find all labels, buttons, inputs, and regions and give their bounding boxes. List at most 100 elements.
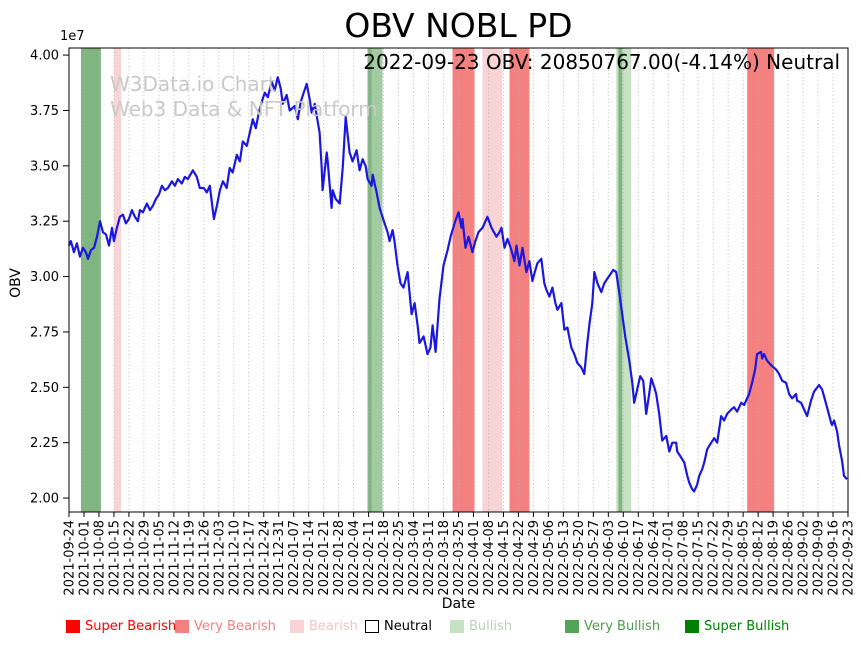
y-tick-label: 2.75 (30, 325, 59, 340)
legend-item-bullish: Bullish (450, 619, 512, 634)
x-tick-label: 2022-03-25 (452, 520, 467, 596)
chart-subtitle: 2022-09-23 OBV: 20850767.00(-4.14%) Neut… (363, 50, 840, 74)
legend-item-super-bullish: Super Bullish (685, 619, 789, 634)
x-tick-label: 2021-12-24 (257, 520, 272, 596)
x-tick-label: 2022-06-17 (632, 520, 647, 596)
axes-spines (68, 47, 849, 513)
x-tick-label: 2022-09-23 (842, 520, 857, 596)
legend-swatch (290, 620, 304, 633)
y-tick-label: 2.50 (30, 381, 59, 396)
x-tick-label: 2022-03-04 (407, 520, 422, 596)
x-tick-label: 2022-02-25 (392, 520, 407, 596)
legend-item-bearish: Bearish (290, 619, 358, 634)
legend-item-very-bullish: Very Bullish (565, 619, 660, 634)
legend-label: Very Bullish (584, 619, 661, 634)
x-tick-label: 2022-05-20 (572, 520, 587, 596)
x-tick-label: 2021-12-31 (272, 520, 287, 596)
x-tick-label: 2021-12-03 (212, 520, 227, 596)
legend-label: Bullish (469, 619, 513, 634)
legend-swatch (450, 620, 464, 633)
y-tick-label: 2.00 (30, 492, 59, 507)
x-tick-label: 2022-03-11 (422, 520, 437, 596)
x-tick-label: 2022-08-26 (782, 520, 797, 596)
y-tick-label: 3.50 (30, 159, 59, 174)
x-tick-label: 2021-12-17 (242, 520, 257, 596)
x-tick-label: 2021-11-12 (167, 520, 182, 596)
x-tick-label: 2021-11-19 (182, 520, 197, 596)
x-tick-label: 2021-10-15 (107, 520, 122, 596)
signal-band-very_bearish (509, 48, 530, 512)
x-tick-label: 2021-10-01 (77, 520, 92, 596)
x-tick-label: 2022-04-01 (467, 520, 482, 596)
y-tick-label: 3.00 (30, 270, 59, 285)
signal-band-very_bearish (452, 48, 475, 512)
x-tick-label: 2021-12-10 (227, 520, 242, 596)
x-tick-label: 2022-05-06 (542, 520, 557, 596)
x-tick-label: 2022-06-24 (647, 520, 662, 596)
legend: Super Bearish Very Bearish Bearish Neutral B… (0, 619, 861, 643)
legend-swatch (66, 620, 80, 633)
x-tick-label: 2022-09-02 (797, 520, 812, 596)
x-tick-label: 2022-07-29 (722, 520, 737, 596)
x-tick-label: 2021-09-24 (63, 520, 78, 596)
x-tick-label: 2022-01-14 (302, 520, 317, 596)
legend-item-very-bearish: Very Bearish (175, 619, 276, 634)
x-tick-label: 2022-02-04 (347, 520, 362, 596)
x-tick-label: 2021-11-05 (152, 520, 167, 596)
x-tick-label: 2022-07-01 (662, 520, 677, 596)
chart-title: OBV NOBL PD (344, 6, 573, 45)
legend-swatch (565, 620, 579, 633)
x-tick-label: 2022-04-22 (512, 520, 527, 596)
x-tick-label: 2022-05-13 (557, 520, 572, 596)
x-tick-label: 2022-07-15 (692, 520, 707, 596)
x-tick-label: 2022-02-11 (362, 520, 377, 596)
y-axis-label: OBV (8, 268, 24, 298)
obv-line (67, 76, 848, 493)
x-tick-label: 2022-04-15 (497, 520, 512, 596)
x-tick-label: 2022-04-29 (527, 520, 542, 596)
x-tick-label: 2022-03-18 (437, 520, 452, 596)
legend-label: Bearish (309, 619, 358, 634)
x-tick-label: 2022-01-07 (287, 520, 302, 596)
legend-swatch (175, 620, 189, 633)
signal-band-very_bearish (747, 48, 775, 512)
x-axis-label: Date (441, 596, 476, 612)
x-tick-label: 2022-02-18 (377, 520, 392, 596)
signal-band-bearish (482, 48, 503, 512)
x-tick-label: 2022-06-10 (617, 520, 632, 596)
x-tick-label: 2022-05-27 (587, 520, 602, 596)
x-tick-label: 2022-01-28 (332, 520, 347, 596)
y-tick-label: 3.25 (30, 215, 59, 230)
legend-label: Very Bearish (194, 619, 276, 634)
x-tick-label: 2022-01-21 (317, 520, 332, 596)
x-tick-label: 2021-11-26 (197, 520, 212, 596)
legend-label: Super Bullish (704, 619, 790, 634)
legend-label: Neutral (384, 619, 432, 634)
y-tick-label: 4.00 (30, 49, 59, 64)
x-tick-label: 2022-04-08 (482, 520, 497, 596)
x-tick-label: 2021-10-08 (92, 520, 107, 596)
x-tick-label: 2022-06-03 (602, 520, 617, 596)
legend-item-super-bearish: Super Bearish (66, 619, 176, 634)
x-tick-label: 2022-08-05 (737, 520, 752, 596)
x-tick-label: 2022-07-08 (677, 520, 692, 596)
x-tick-label: 2021-10-22 (122, 520, 137, 596)
y-axis-offset-label: 1e7 (60, 29, 85, 44)
signal-band-very_bullish (367, 48, 372, 512)
signal-band-very_bullish (80, 48, 101, 512)
x-tick-label: 2022-08-12 (752, 520, 767, 596)
legend-item-neutral: Neutral (365, 619, 432, 634)
x-tick-label: 2022-07-22 (707, 520, 722, 596)
signal-band-very_bullish (618, 48, 623, 512)
signal-band-bearish (113, 48, 121, 512)
x-tick-label: 2022-09-09 (812, 520, 827, 596)
legend-swatch (365, 620, 379, 633)
legend-swatch (685, 620, 699, 633)
x-tick-label: 2022-09-16 (827, 520, 842, 596)
y-tick-label: 3.75 (30, 104, 59, 119)
legend-label: Super Bearish (85, 619, 177, 634)
y-tick-label: 2.25 (30, 436, 59, 451)
x-tick-label: 2021-10-29 (137, 520, 152, 596)
